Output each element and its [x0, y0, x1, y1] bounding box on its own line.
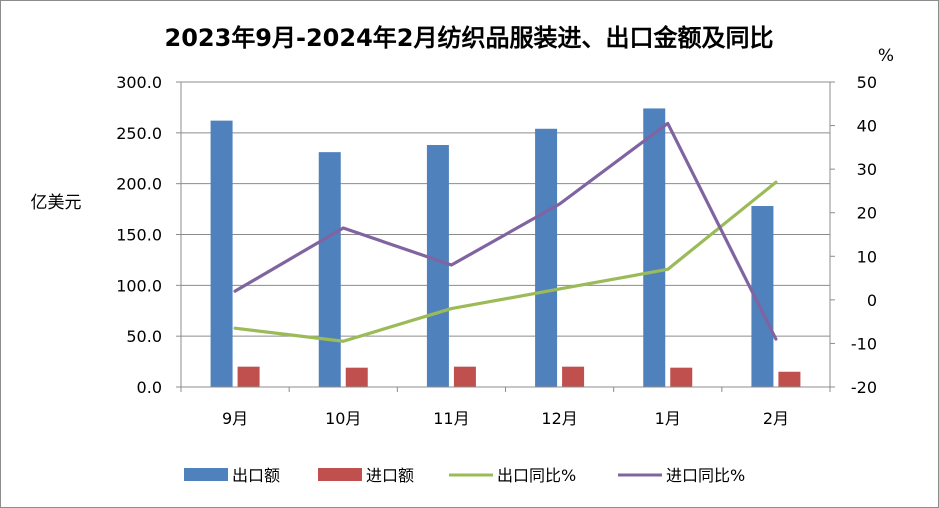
- y-axis-left-label: 亿美元: [31, 193, 82, 213]
- x-axis-ticks: 9月 10月 11月 12月 1月 2月: [222, 409, 789, 428]
- legend-swatch-出口额: [184, 468, 228, 481]
- x-tick-label: 2月: [763, 409, 789, 428]
- bar-出口额: [318, 152, 341, 387]
- bars-layer: [210, 108, 801, 387]
- y-left-tick-label: 0.0: [137, 378, 162, 397]
- chart-title: 2023年9月-2024年2月纺织品服装进、出口金额及同比: [165, 24, 774, 52]
- bar-进口额: [670, 367, 693, 387]
- y-axis-right-ticks: -20 -10 0 10 20 30 40 50: [851, 73, 877, 397]
- x-tick-label: 10月: [325, 409, 361, 428]
- x-tick-label: 11月: [433, 409, 469, 428]
- bar-进口额: [237, 366, 260, 387]
- line-出口同比%: [233, 180, 778, 343]
- y-right-tick-label: 10: [857, 247, 877, 266]
- bar-出口额: [643, 108, 666, 387]
- legend-label-进口同比%: 进口同比%: [666, 466, 745, 485]
- legend-label-进口额: 进口额: [366, 466, 414, 485]
- y-axis-right-label: %: [878, 46, 894, 66]
- y-right-tick-label: 40: [857, 117, 877, 136]
- y-left-tick-label: 150.0: [116, 226, 162, 245]
- bar-进口额: [345, 367, 368, 387]
- y-right-tick-label: 0: [867, 291, 877, 310]
- bar-进口额: [778, 371, 801, 387]
- bar-出口额: [751, 206, 774, 387]
- x-tick-label: 9月: [222, 409, 248, 428]
- y-left-tick-label: 250.0: [116, 124, 162, 143]
- bar-进口额: [453, 366, 476, 387]
- axes-layer: [176, 81, 835, 392]
- legend-label-出口同比%: 出口同比%: [497, 466, 576, 485]
- y-left-tick-label: 300.0: [116, 73, 162, 92]
- y-right-tick-label: -20: [851, 378, 877, 397]
- x-tick-label: 1月: [655, 409, 681, 428]
- y-axis-left-ticks: 0.0 50.0 100.0 150.0 200.0 250.0 300.0: [116, 73, 162, 397]
- y-right-tick-label: 30: [857, 160, 877, 179]
- bar-出口额: [535, 128, 558, 387]
- bar-出口额: [210, 120, 233, 387]
- y-right-tick-label: 50: [857, 73, 877, 92]
- legend: 出口额 进口额 出口同比% 进口同比%: [184, 466, 745, 485]
- legend-label-出口额: 出口额: [232, 466, 280, 485]
- y-right-tick-label: 20: [857, 204, 877, 223]
- y-left-tick-label: 50.0: [126, 327, 162, 346]
- lines-layer: [233, 121, 778, 343]
- y-left-tick-label: 100.0: [116, 276, 162, 295]
- y-left-tick-label: 200.0: [116, 175, 162, 194]
- bar-出口额: [426, 145, 449, 387]
- x-tick-label: 12月: [541, 409, 577, 428]
- line-进口同比%: [233, 121, 778, 341]
- bar-进口额: [562, 366, 585, 387]
- y-right-tick-label: -10: [851, 334, 877, 353]
- legend-swatch-进口额: [318, 468, 362, 481]
